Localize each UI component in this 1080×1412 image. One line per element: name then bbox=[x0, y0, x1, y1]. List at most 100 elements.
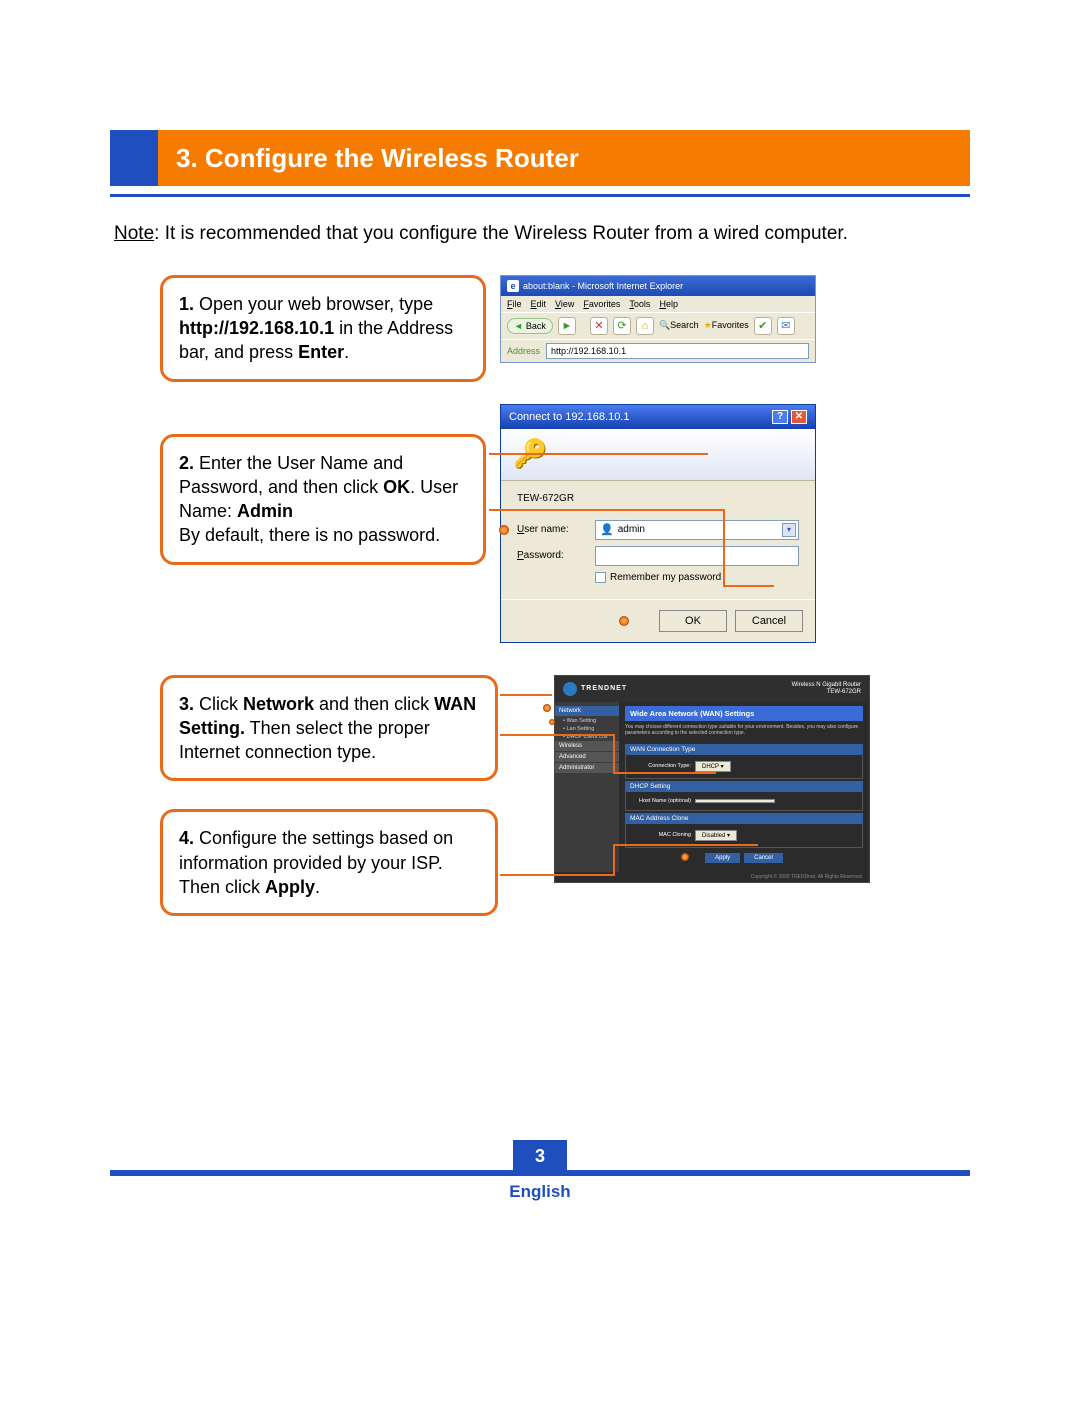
bold: OK bbox=[383, 477, 410, 497]
login-server: TEW-672GR bbox=[517, 493, 799, 504]
step-1: 1. Open your web browser, type http://19… bbox=[160, 275, 970, 382]
nav-item[interactable]: • DHCP Client List bbox=[555, 733, 619, 741]
favorites-label: Favorites bbox=[712, 320, 749, 330]
favorites-button[interactable]: ★Favorites bbox=[704, 320, 749, 331]
menu-item[interactable]: Help bbox=[659, 299, 678, 309]
browser-titlebar: e about:blank - Microsoft Internet Explo… bbox=[501, 276, 815, 296]
cancel-button[interactable]: Cancel bbox=[735, 610, 803, 632]
menu-item[interactable]: Edit bbox=[531, 299, 547, 309]
remember-checkbox[interactable]: Remember my password bbox=[595, 572, 799, 583]
bold: Enter bbox=[298, 342, 344, 362]
note-text: : It is recommended that you configure t… bbox=[154, 223, 848, 244]
nav-item[interactable]: • Wan Setting bbox=[555, 717, 619, 725]
username-input[interactable]: 👤 admin ▾ bbox=[595, 520, 799, 540]
section-body: Host Name (optional) bbox=[625, 792, 863, 811]
highlight-dot bbox=[499, 525, 509, 535]
username-value: admin bbox=[618, 524, 645, 535]
admin-footer: Copyright © 2008 TRENDnet. All Rights Re… bbox=[555, 872, 869, 882]
text: By default, there is no password. bbox=[179, 525, 440, 545]
hostname-input[interactable] bbox=[695, 799, 775, 803]
step-2-screenshot: Connect to 192.168.10.1 ? ✕ 🔑 TEW-672GR bbox=[500, 404, 970, 643]
help-button[interactable]: ? bbox=[772, 410, 788, 424]
close-button[interactable]: ✕ bbox=[791, 410, 807, 424]
connection-select[interactable]: DHCP ▾ bbox=[695, 761, 731, 772]
heading-underline bbox=[110, 194, 970, 197]
brand-logo: TRENDNET bbox=[563, 682, 627, 696]
login-dialog: Connect to 192.168.10.1 ? ✕ 🔑 TEW-672GR bbox=[500, 404, 816, 643]
page-footer: 3 English bbox=[110, 1140, 970, 1202]
admin-buttons: Apply Cancel bbox=[625, 848, 863, 868]
home-button[interactable]: ⌂ bbox=[636, 317, 654, 335]
step-4-callout: 4. Configure the settings based on infor… bbox=[160, 809, 498, 916]
admin-body: Network • Wan Setting • Lan Setting • DH… bbox=[555, 702, 869, 872]
user-icon: 👤 bbox=[600, 523, 614, 536]
refresh-button[interactable]: ⟳ bbox=[613, 317, 631, 335]
back-label: Back bbox=[526, 321, 546, 331]
field-label: Connection Type: bbox=[631, 763, 691, 769]
step-1-screenshot: e about:blank - Microsoft Internet Explo… bbox=[500, 275, 970, 363]
back-icon: ◄ bbox=[514, 321, 523, 331]
product-name: Wireless N Gigabit Router TEW-672GR bbox=[792, 682, 861, 695]
back-button[interactable]: ◄Back bbox=[507, 318, 553, 334]
text: Click bbox=[194, 694, 243, 714]
page: 3. Configure the Wireless Router Note: I… bbox=[0, 0, 1080, 1412]
dropdown-icon[interactable]: ▾ bbox=[782, 523, 796, 537]
field-label: MAC Cloning bbox=[631, 832, 691, 838]
password-input[interactable] bbox=[595, 546, 799, 566]
section-title: WAN Connection Type bbox=[625, 744, 863, 755]
note-label: Note bbox=[114, 223, 154, 244]
step-num: 4. bbox=[179, 828, 194, 848]
remember-label: Remember my password bbox=[610, 572, 721, 583]
nav-network[interactable]: Network bbox=[555, 706, 619, 716]
apply-button[interactable]: Apply bbox=[705, 853, 740, 863]
nav-item[interactable]: • Lan Setting bbox=[555, 725, 619, 733]
menu-item[interactable]: View bbox=[555, 299, 574, 309]
admin-desc: You may choose different connection type… bbox=[625, 721, 863, 742]
admin-title: Wide Area Network (WAN) Settings bbox=[625, 706, 863, 721]
forward-button[interactable]: ► bbox=[558, 317, 576, 335]
login-title-text: Connect to 192.168.10.1 bbox=[509, 411, 629, 423]
nav-wireless[interactable]: Wireless bbox=[555, 741, 619, 751]
browser-window: e about:blank - Microsoft Internet Explo… bbox=[500, 275, 816, 363]
steps: 1. Open your web browser, type http://19… bbox=[160, 275, 970, 917]
ie-icon: e bbox=[507, 280, 519, 292]
ok-button[interactable]: OK bbox=[659, 610, 727, 632]
media-button[interactable]: ✔ bbox=[754, 317, 772, 335]
step-num: 1. bbox=[179, 294, 194, 314]
menu-item[interactable]: Tools bbox=[629, 299, 650, 309]
menu-item[interactable]: File bbox=[507, 299, 522, 309]
heading-accent bbox=[110, 130, 158, 186]
menu-item[interactable]: Favorites bbox=[583, 299, 620, 309]
highlight-dot bbox=[681, 853, 689, 861]
bold: Network bbox=[243, 694, 314, 714]
nav-label: Lan Setting bbox=[566, 726, 594, 732]
nav-label: Wan Setting bbox=[566, 718, 596, 724]
mail-button[interactable]: ✉ bbox=[777, 317, 795, 335]
mac-select[interactable]: Disabled ▾ bbox=[695, 830, 737, 841]
heading-title: 3. Configure the Wireless Router bbox=[158, 130, 970, 186]
cancel-button[interactable]: Cancel bbox=[744, 853, 783, 863]
search-button[interactable]: 🔍Search bbox=[659, 320, 699, 331]
select-value: Disabled bbox=[702, 833, 725, 839]
field-label: Host Name (optional) bbox=[631, 798, 691, 804]
highlight-dot bbox=[549, 719, 555, 725]
key-icon: 🔑 bbox=[513, 437, 547, 471]
text: . bbox=[344, 342, 349, 362]
username-label: User name: bbox=[517, 524, 587, 535]
stop-button[interactable]: ✕ bbox=[590, 317, 608, 335]
browser-addressbar: Address http://192.168.10.1 bbox=[501, 339, 815, 362]
step-3-callout: 3. Click Network and then click WAN Sett… bbox=[160, 675, 498, 782]
login-body: TEW-672GR User name: 👤 admin ▾ Password bbox=[501, 481, 815, 599]
step-2: 2. Enter the User Name and Password, and… bbox=[160, 404, 970, 643]
browser-title-text: about:blank - Microsoft Internet Explore… bbox=[523, 281, 683, 291]
step-num: 2. bbox=[179, 453, 194, 473]
admin-main: Wide Area Network (WAN) Settings You may… bbox=[619, 702, 869, 872]
brand-text: TRENDNET bbox=[581, 685, 627, 692]
product-line1: Wireless N Gigabit Router bbox=[792, 682, 861, 688]
step-3-screenshot: TRENDNET Wireless N Gigabit Router TEW-6… bbox=[512, 675, 970, 883]
nav-admin[interactable]: Administrator bbox=[555, 763, 619, 773]
nav-advanced[interactable]: Advanced bbox=[555, 752, 619, 762]
address-input[interactable]: http://192.168.10.1 bbox=[546, 343, 809, 359]
bold: http://192.168.10.1 bbox=[179, 318, 334, 338]
step-num: 3. bbox=[179, 694, 194, 714]
